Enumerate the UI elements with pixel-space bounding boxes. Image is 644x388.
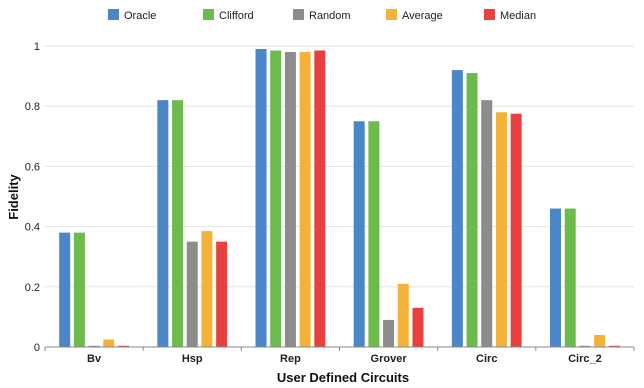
bar-oracle-circ <box>451 70 463 347</box>
bar-random-bv <box>88 345 100 347</box>
legend-label: Clifford <box>219 10 254 22</box>
bar-random-hsp <box>186 241 198 347</box>
legend-item-oracle[interactable]: Oracle <box>108 9 156 22</box>
bars <box>59 49 620 348</box>
legend-item-clifford[interactable]: Clifford <box>203 9 254 22</box>
legend-label: Oracle <box>124 10 156 22</box>
legend-item-average[interactable]: Average <box>386 9 443 22</box>
bar-clifford-circ <box>466 73 478 347</box>
x-tick-label: Hsp <box>182 353 203 365</box>
legend-label: Average <box>402 10 443 22</box>
bar-clifford-rep <box>270 50 282 347</box>
bar-random-circ_2 <box>579 345 591 347</box>
x-tick-label: Circ <box>476 353 497 365</box>
bar-average-grover <box>397 283 409 347</box>
bar-median-rep <box>314 50 326 347</box>
y-axis-ticks: 0 0.2 0.4 0.6 0.8 1 <box>25 41 40 354</box>
x-tick-label: Grover <box>371 353 408 365</box>
bar-average-circ_2 <box>594 334 606 347</box>
bar-average-circ <box>495 112 507 347</box>
grid-lines <box>45 45 634 348</box>
bar-average-rep <box>299 52 311 348</box>
legend-item-median[interactable]: Median <box>484 9 536 22</box>
bar-clifford-hsp <box>172 100 184 348</box>
bar-median-circ_2 <box>608 345 620 347</box>
legend-swatch <box>108 9 119 20</box>
legend-swatch <box>386 9 397 20</box>
bar-median-grover <box>412 307 424 347</box>
bar-median-bv <box>117 345 129 347</box>
legend-item-random[interactable]: Random <box>293 9 351 22</box>
legend-swatch <box>203 9 214 20</box>
bar-clifford-grover <box>368 121 380 347</box>
bar-median-circ <box>510 113 522 347</box>
bar-oracle-bv <box>59 232 71 347</box>
bar-oracle-rep <box>255 49 267 347</box>
legend-swatch <box>484 9 495 20</box>
bar-median-hsp <box>216 241 228 347</box>
bar-random-rep <box>284 52 296 348</box>
x-tick-label: Bv <box>87 353 102 365</box>
bar-clifford-bv <box>73 232 85 347</box>
bar-random-circ <box>481 100 493 348</box>
bar-oracle-grover <box>353 121 365 347</box>
x-tick-label: Rep <box>280 353 301 365</box>
x-axis-title: User Defined Circuits <box>277 370 409 385</box>
y-tick-label: 1 <box>34 41 40 53</box>
bar-random-grover <box>383 319 395 347</box>
bar-average-hsp <box>201 231 213 347</box>
y-tick-label: 0.2 <box>25 282 40 294</box>
y-tick-label: 0.4 <box>25 222 40 234</box>
y-tick-label: 0.8 <box>25 101 40 113</box>
y-axis-title: Fidelity <box>6 173 21 219</box>
y-tick-label: 0.6 <box>25 161 40 173</box>
legend-label: Random <box>309 10 351 22</box>
legend-label: Median <box>500 10 536 22</box>
y-tick-label: 0 <box>34 342 40 354</box>
legend-swatch <box>293 9 304 20</box>
legend[interactable]: Oracle Clifford Random Average Median <box>108 9 536 22</box>
bar-oracle-hsp <box>157 100 169 348</box>
bar-average-bv <box>103 339 115 347</box>
x-tick-label: Circ_2 <box>568 353 602 365</box>
x-axis: Bv Hsp Rep Grover Circ Circ_2 <box>44 346 635 365</box>
bar-clifford-circ_2 <box>564 208 576 347</box>
bar-oracle-circ_2 <box>550 208 562 347</box>
